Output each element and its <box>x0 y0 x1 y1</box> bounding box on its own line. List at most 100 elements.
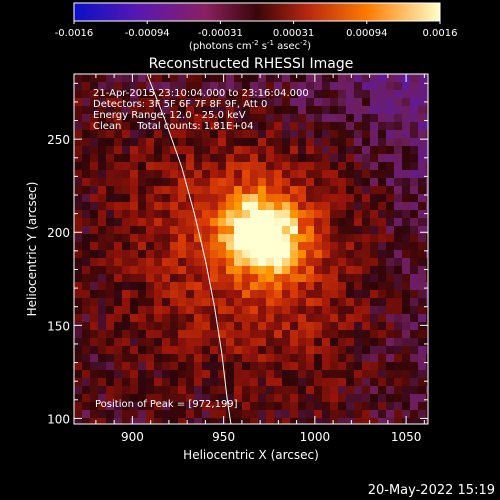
heatmap-cell <box>266 306 275 315</box>
heatmap-cell <box>98 402 107 411</box>
heatmap-cell <box>234 82 243 91</box>
heatmap-cell <box>146 338 155 347</box>
heatmap-cell <box>394 202 403 211</box>
heatmap-cell <box>274 226 283 235</box>
heatmap-cell <box>410 354 419 363</box>
heatmap-cell <box>330 170 339 179</box>
heatmap-cell <box>410 402 419 411</box>
heatmap-cell <box>178 322 187 331</box>
heatmap-cell <box>170 250 179 259</box>
heatmap-cell <box>82 242 91 251</box>
heatmap-cell <box>186 162 195 171</box>
heatmap-cell <box>186 106 195 115</box>
heatmap-cell <box>98 298 107 307</box>
heatmap-cell <box>410 138 419 147</box>
heatmap-cell <box>114 290 123 299</box>
heatmap-cell <box>266 370 275 379</box>
heatmap-cell <box>410 242 419 251</box>
heatmap-cell <box>410 106 419 115</box>
heatmap-cell <box>338 298 347 307</box>
heatmap-cell <box>170 338 179 347</box>
colorbar-tick-label: 0.0016 <box>423 28 458 39</box>
heatmap-cell <box>354 114 363 123</box>
heatmap-cell <box>234 258 243 267</box>
heatmap-cell <box>106 378 115 387</box>
heatmap-cell <box>170 370 179 379</box>
heatmap-cell <box>162 122 171 131</box>
heatmap-cell <box>266 362 275 371</box>
heatmap-cell <box>418 178 427 187</box>
heatmap-cell <box>418 418 427 424</box>
heatmap-cell <box>338 106 347 115</box>
heatmap-cell <box>98 218 107 227</box>
heatmap-cell <box>138 186 147 195</box>
heatmap-cell <box>242 322 251 331</box>
heatmap-cell <box>426 266 428 275</box>
heatmap-cell <box>130 218 139 227</box>
heatmap-cell <box>170 394 179 403</box>
heatmap-cell <box>394 418 403 424</box>
heatmap-cell <box>394 138 403 147</box>
heatmap-cell <box>106 74 115 83</box>
heatmap-cell <box>426 314 428 323</box>
heatmap-cell <box>242 74 251 83</box>
heatmap-cell <box>370 186 379 195</box>
heatmap-cell <box>250 130 259 139</box>
heatmap-cell <box>274 90 283 99</box>
heatmap-cell <box>402 170 411 179</box>
heatmap-cell <box>210 362 219 371</box>
heatmap-cell <box>98 146 107 155</box>
heatmap-cell <box>274 146 283 155</box>
heatmap-cell <box>162 138 171 147</box>
heatmap-cell <box>186 146 195 155</box>
heatmap-cell <box>290 418 299 424</box>
heatmap-cell <box>330 378 339 387</box>
heatmap-cell <box>346 314 355 323</box>
heatmap-cell <box>122 354 131 363</box>
heatmap-cell <box>146 370 155 379</box>
heatmap-cell <box>210 266 219 275</box>
heatmap-cell <box>282 162 291 171</box>
heatmap-cell <box>298 330 307 339</box>
heatmap-cell <box>250 314 259 323</box>
heatmap-cell <box>362 322 371 331</box>
heatmap-cell <box>90 178 99 187</box>
heatmap-cell <box>146 346 155 355</box>
heatmap-cell <box>90 266 99 275</box>
heatmap-cell <box>138 146 147 155</box>
heatmap-cell <box>314 178 323 187</box>
heatmap-cell <box>322 418 331 424</box>
heatmap-cell <box>322 266 331 275</box>
heatmap-cell <box>426 258 428 267</box>
heatmap-cell <box>330 226 339 235</box>
heatmap-cell <box>202 274 211 283</box>
heatmap-cell <box>266 98 275 107</box>
annotation-energy: Energy Range: 12.0 - 25.0 keV <box>93 110 246 121</box>
heatmap-cell <box>306 338 315 347</box>
heatmap-cell <box>282 154 291 163</box>
heatmap-cell <box>298 298 307 307</box>
heatmap-cell <box>298 370 307 379</box>
heatmap-cell <box>178 378 187 387</box>
heatmap-cell <box>242 338 251 347</box>
heatmap-cell <box>394 362 403 371</box>
heatmap-cell <box>274 410 283 419</box>
heatmap-cell <box>138 202 147 211</box>
heatmap-cell <box>74 274 83 283</box>
heatmap-cell <box>362 234 371 243</box>
heatmap-cell <box>226 346 235 355</box>
heatmap-cell <box>306 410 315 419</box>
heatmap-cell <box>378 250 387 259</box>
heatmap-cell <box>266 242 275 251</box>
heatmap-cell <box>98 330 107 339</box>
heatmap-cell <box>234 90 243 99</box>
heatmap-cell <box>362 242 371 251</box>
colorbar-tick-label: -0.0016 <box>55 28 94 39</box>
heatmap-cell <box>210 154 219 163</box>
heatmap-cell <box>106 258 115 267</box>
heatmap-cell <box>298 290 307 299</box>
heatmap-cell <box>122 106 131 115</box>
heatmap-cell <box>378 194 387 203</box>
y-tick-label: 250 <box>47 133 70 147</box>
heatmap-cell <box>330 338 339 347</box>
